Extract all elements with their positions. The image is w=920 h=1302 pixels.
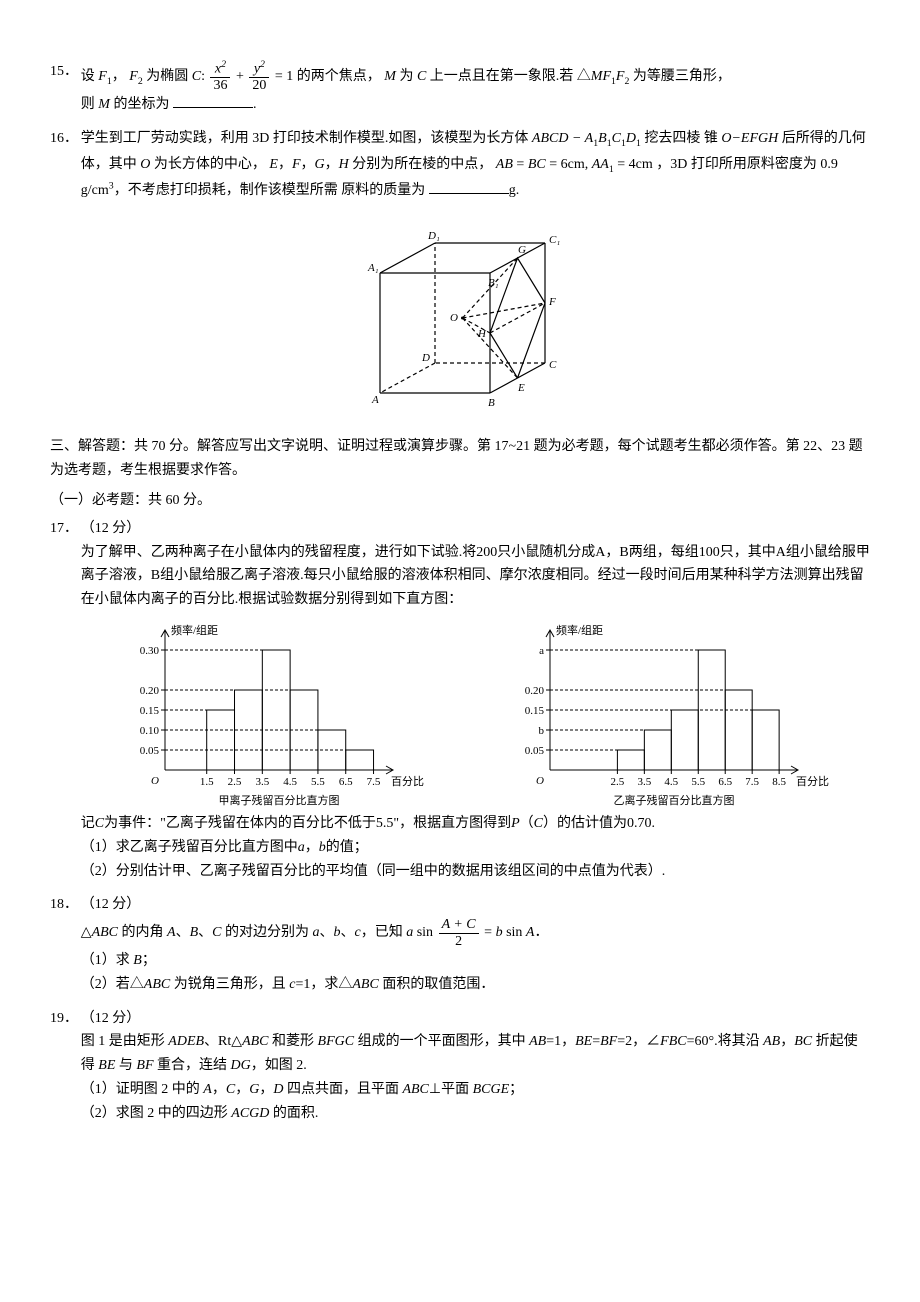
ellipse-fraction-2: y2 20 bbox=[249, 60, 269, 93]
svg-text:0.10: 0.10 bbox=[140, 725, 160, 737]
svg-text:B: B bbox=[488, 397, 495, 409]
svg-text:O: O bbox=[536, 775, 544, 787]
q18-fraction: A + C 2 bbox=[439, 917, 479, 949]
section-3-sub: （一）必考题：共 60 分。 bbox=[50, 489, 870, 513]
svg-text:0.15: 0.15 bbox=[140, 705, 160, 717]
svg-text:3.5: 3.5 bbox=[256, 776, 270, 788]
svg-text:2.5: 2.5 bbox=[228, 776, 242, 788]
svg-text:A: A bbox=[371, 394, 379, 406]
svg-text:0.20: 0.20 bbox=[524, 685, 544, 697]
question-18: 18． （12 分） △ABC 的内角 A、B、C 的对边分别为 a、b、c，已… bbox=[50, 893, 870, 996]
histogram-right: 0.05 b 0.15 0.20 a 2.5 3.5 4.5 5.5 6.5 7.5 8.5 O 频率/组… bbox=[498, 618, 838, 808]
svg-text:7.5: 7.5 bbox=[367, 776, 381, 788]
q16-number: 16． bbox=[50, 127, 78, 151]
question-15: 15． 设 F1， F2 为椭圆 C: x2 36 + y2 20 = 1 的两… bbox=[50, 60, 870, 117]
histogram-left: 0.05 0.10 0.15 0.20 0.30 1.5 2.5 3.5 4.5 5.5 6.5 7.… bbox=[113, 618, 433, 808]
answer-blank-16 bbox=[429, 179, 509, 194]
svg-text:B₁: B₁ bbox=[488, 277, 499, 289]
q19-number: 19． bbox=[50, 1007, 78, 1031]
svg-text:0.20: 0.20 bbox=[140, 685, 160, 697]
svg-text:C: C bbox=[549, 359, 557, 371]
svg-text:7.5: 7.5 bbox=[745, 776, 759, 788]
cube-figure: A B C D A₁ B₁ C₁ D₁ E F G H O bbox=[50, 213, 870, 422]
svg-text:百分比: 百分比 bbox=[391, 775, 424, 788]
svg-text:频率/组距: 频率/组距 bbox=[171, 623, 218, 637]
q15-text: 设 F1， F2 为椭圆 C: x2 36 + y2 20 = 1 的两个焦点，… bbox=[81, 69, 731, 113]
svg-text:F: F bbox=[548, 296, 556, 308]
svg-text:0.05: 0.05 bbox=[524, 745, 544, 757]
svg-text:6.5: 6.5 bbox=[339, 776, 353, 788]
ellipse-fraction-1: x2 36 bbox=[210, 60, 230, 93]
svg-text:D₁: D₁ bbox=[427, 230, 440, 242]
svg-text:8.5: 8.5 bbox=[772, 776, 786, 788]
svg-text:4.5: 4.5 bbox=[664, 776, 678, 788]
svg-text:A₁: A₁ bbox=[367, 262, 379, 274]
svg-text:O: O bbox=[450, 312, 458, 324]
svg-text:b: b bbox=[538, 725, 544, 737]
svg-text:1.5: 1.5 bbox=[200, 776, 214, 788]
svg-text:C₁: C₁ bbox=[549, 234, 560, 246]
svg-text:4.5: 4.5 bbox=[283, 776, 297, 788]
q17-number: 17． bbox=[50, 517, 78, 541]
svg-text:G: G bbox=[518, 244, 526, 256]
svg-text:E: E bbox=[517, 382, 525, 394]
svg-text:5.5: 5.5 bbox=[311, 776, 325, 788]
svg-text:百分比: 百分比 bbox=[796, 775, 829, 788]
svg-text:6.5: 6.5 bbox=[718, 776, 732, 788]
svg-text:D: D bbox=[421, 352, 430, 364]
q15-number: 15． bbox=[50, 60, 78, 84]
q16-text: 学生到工厂劳动实践，利用 3D 打印技术制作模型.如图，该模型为长方体 ABCD… bbox=[81, 131, 866, 198]
svg-text:O: O bbox=[151, 775, 159, 787]
svg-text:5.5: 5.5 bbox=[691, 776, 705, 788]
section-3-header: 三、解答题：共 70 分。解答应写出文字说明、证明过程或演算步骤。第 17~21… bbox=[50, 435, 870, 483]
svg-text:H: H bbox=[477, 328, 487, 340]
svg-text:2.5: 2.5 bbox=[610, 776, 624, 788]
answer-blank-15 bbox=[173, 93, 253, 108]
cube-svg: A B C D A₁ B₁ C₁ D₁ E F G H O bbox=[350, 213, 570, 413]
svg-text:0.05: 0.05 bbox=[140, 745, 160, 757]
svg-text:0.15: 0.15 bbox=[524, 705, 544, 717]
question-16: 16． 学生到工厂劳动实践，利用 3D 打印技术制作模型.如图，该模型为长方体 … bbox=[50, 127, 870, 202]
svg-text:a: a bbox=[539, 645, 544, 657]
svg-text:甲离子残留百分比直方图: 甲离子残留百分比直方图 bbox=[219, 793, 340, 807]
svg-text:3.5: 3.5 bbox=[637, 776, 651, 788]
histograms-row: 0.05 0.10 0.15 0.20 0.30 1.5 2.5 3.5 4.5 5.5 6.5 7.… bbox=[81, 618, 870, 808]
svg-text:乙离子残留百分比直方图: 乙离子残留百分比直方图 bbox=[613, 793, 734, 807]
q17-body: 为了解甲、乙两种离子在小鼠体内的残留程度，进行如下试验.将200只小鼠随机分成A… bbox=[81, 545, 870, 608]
svg-text:0.30: 0.30 bbox=[140, 645, 160, 657]
question-19: 19． （12 分） 图 1 是由矩形 ADEB、Rt△ABC 和菱形 BFGC… bbox=[50, 1007, 870, 1126]
question-17: 17． （12 分） 为了解甲、乙两种离子在小鼠体内的残留程度，进行如下试验.将… bbox=[50, 517, 870, 884]
q18-number: 18． bbox=[50, 893, 78, 917]
svg-text:频率/组距: 频率/组距 bbox=[556, 623, 603, 637]
